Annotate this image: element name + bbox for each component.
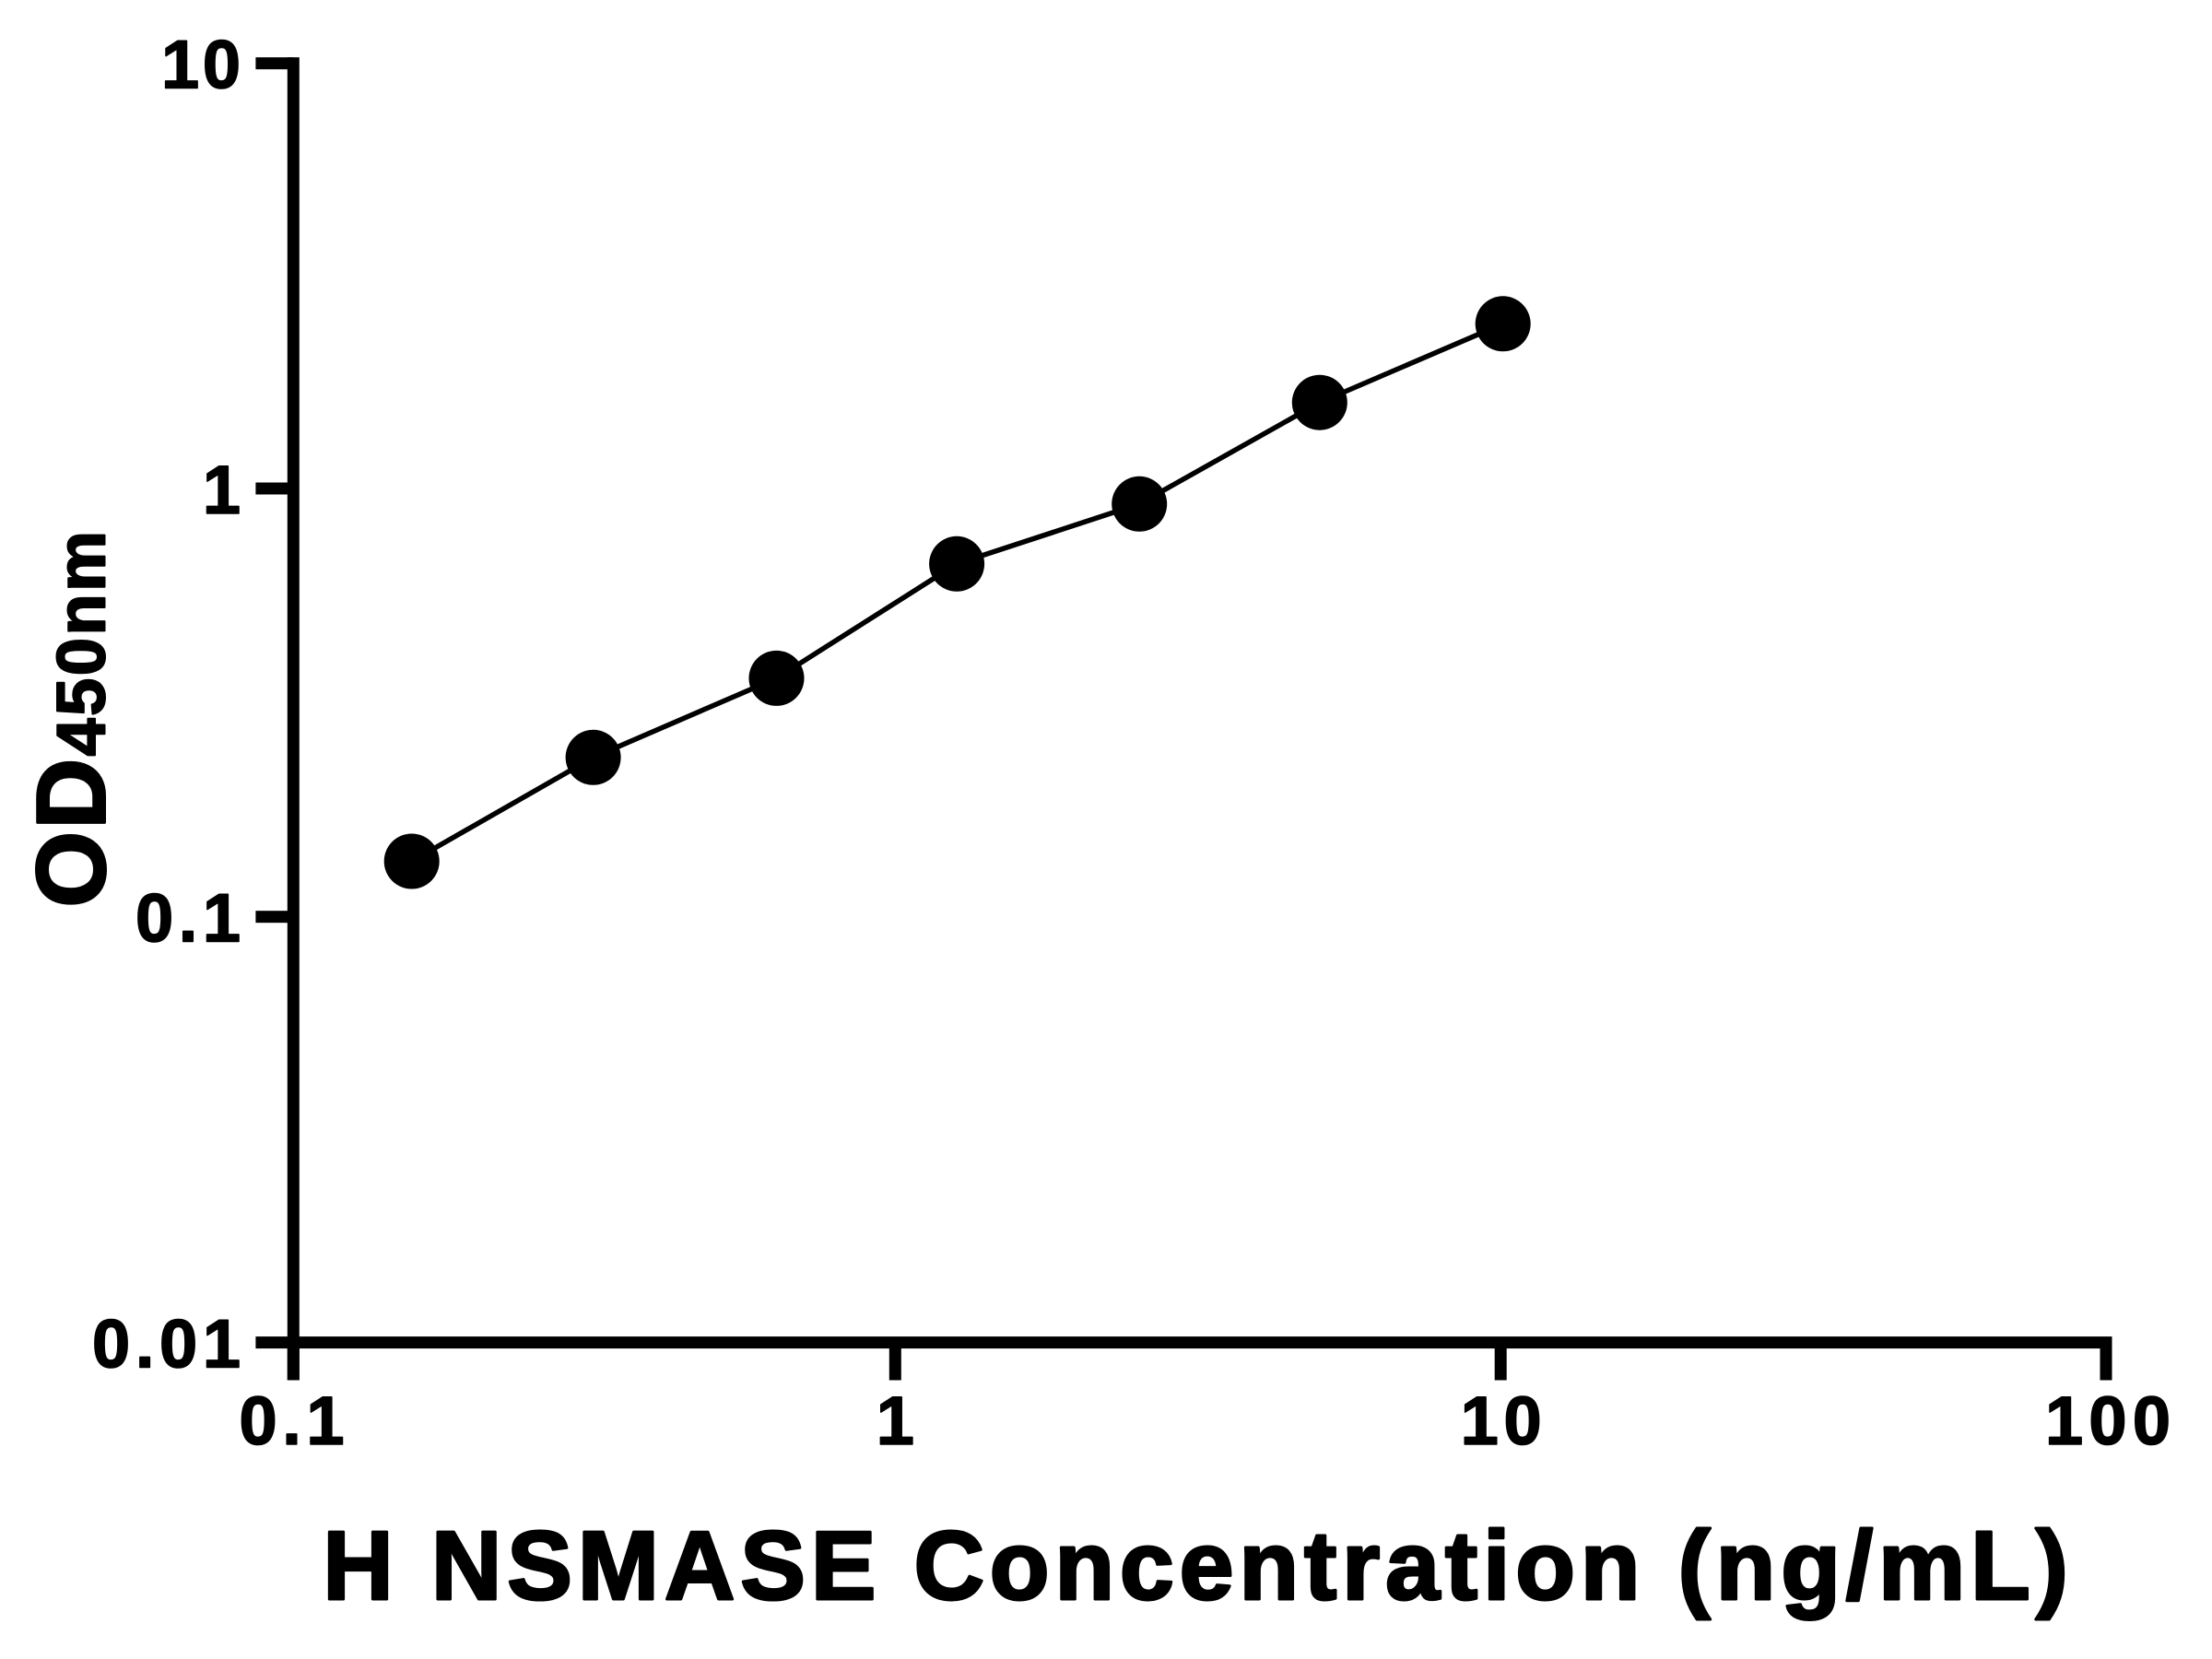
svg-text:0.1: 0.1 bbox=[135, 880, 241, 957]
svg-text:OD450nm: OD450nm bbox=[18, 529, 126, 908]
svg-text:0.1: 0.1 bbox=[240, 1382, 345, 1459]
svg-text:1: 1 bbox=[877, 1382, 914, 1459]
svg-text:H NSMASE Concentration (ng/mL): H NSMASE Concentration (ng/mL) bbox=[323, 1512, 2073, 1620]
svg-text:100: 100 bbox=[2045, 1382, 2171, 1459]
svg-text:1: 1 bbox=[203, 452, 241, 528]
svg-text:0.01: 0.01 bbox=[92, 1306, 241, 1382]
